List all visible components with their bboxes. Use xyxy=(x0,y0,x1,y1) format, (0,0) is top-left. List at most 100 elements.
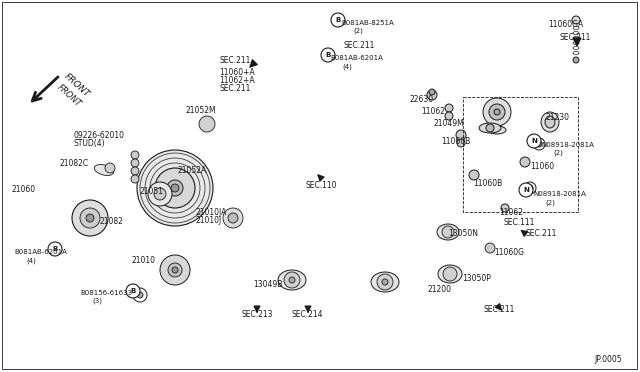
Circle shape xyxy=(131,151,139,159)
Circle shape xyxy=(524,182,536,194)
Circle shape xyxy=(154,188,166,200)
Text: FRONT: FRONT xyxy=(55,83,83,109)
Text: N: N xyxy=(523,187,529,193)
Circle shape xyxy=(160,255,190,285)
Text: (2): (2) xyxy=(353,28,363,35)
Circle shape xyxy=(533,138,545,150)
Ellipse shape xyxy=(545,116,555,128)
Polygon shape xyxy=(58,173,97,227)
Text: JP.0005: JP.0005 xyxy=(594,355,621,364)
Polygon shape xyxy=(257,192,348,240)
Text: SEC.211: SEC.211 xyxy=(525,229,556,238)
Ellipse shape xyxy=(94,164,114,176)
Text: N08918-2081A: N08918-2081A xyxy=(541,142,594,148)
Circle shape xyxy=(48,242,62,256)
Text: SEC.111: SEC.111 xyxy=(503,218,534,227)
Text: 09226-62010: 09226-62010 xyxy=(73,131,124,140)
Text: N: N xyxy=(531,138,537,144)
Polygon shape xyxy=(35,208,94,230)
Text: 11060: 11060 xyxy=(530,162,554,171)
Polygon shape xyxy=(83,209,122,263)
Ellipse shape xyxy=(479,123,501,133)
Circle shape xyxy=(172,267,178,273)
Polygon shape xyxy=(476,92,518,140)
Circle shape xyxy=(486,124,494,132)
Text: SEC.211: SEC.211 xyxy=(219,84,250,93)
Circle shape xyxy=(228,213,238,223)
Text: (2): (2) xyxy=(553,150,563,157)
Text: B081AB-8251A: B081AB-8251A xyxy=(341,20,394,26)
Circle shape xyxy=(72,200,108,236)
Text: 21010J: 21010J xyxy=(196,216,222,225)
Polygon shape xyxy=(230,150,315,202)
Text: FRONT: FRONT xyxy=(62,72,91,99)
Circle shape xyxy=(223,208,243,228)
Text: 11062: 11062 xyxy=(499,208,523,217)
Circle shape xyxy=(469,170,479,180)
Circle shape xyxy=(382,279,388,285)
Polygon shape xyxy=(147,242,203,292)
Circle shape xyxy=(536,141,542,147)
Circle shape xyxy=(443,267,457,281)
Circle shape xyxy=(377,274,393,290)
Text: 21052M: 21052M xyxy=(186,106,216,115)
Circle shape xyxy=(199,116,215,132)
Circle shape xyxy=(572,16,580,24)
Circle shape xyxy=(445,104,453,112)
Circle shape xyxy=(483,98,511,126)
Circle shape xyxy=(131,167,139,175)
Ellipse shape xyxy=(278,270,306,290)
Text: B08156-61633: B08156-61633 xyxy=(80,290,132,296)
Text: SEC.211: SEC.211 xyxy=(343,41,374,50)
Ellipse shape xyxy=(488,126,506,134)
Polygon shape xyxy=(190,110,224,138)
Circle shape xyxy=(494,109,500,115)
Circle shape xyxy=(520,157,530,167)
Text: 11060G: 11060G xyxy=(494,248,524,257)
Ellipse shape xyxy=(438,265,462,283)
Circle shape xyxy=(168,263,182,277)
Text: 11060B: 11060B xyxy=(473,179,502,188)
Circle shape xyxy=(126,284,140,298)
Circle shape xyxy=(331,13,345,27)
Text: 21082C: 21082C xyxy=(59,159,88,168)
Ellipse shape xyxy=(541,112,559,132)
Text: (2): (2) xyxy=(545,199,555,205)
Ellipse shape xyxy=(371,272,399,292)
Circle shape xyxy=(137,150,213,226)
Circle shape xyxy=(131,175,139,183)
Circle shape xyxy=(445,112,453,120)
Text: 11060+A: 11060+A xyxy=(219,68,255,77)
Circle shape xyxy=(171,184,179,192)
Ellipse shape xyxy=(437,224,459,240)
Polygon shape xyxy=(67,216,101,268)
Text: 21010: 21010 xyxy=(131,256,155,265)
Circle shape xyxy=(105,163,115,173)
Circle shape xyxy=(489,104,505,120)
Text: 21049M: 21049M xyxy=(433,119,464,128)
Text: 21010JA: 21010JA xyxy=(196,208,227,217)
Circle shape xyxy=(137,292,143,298)
Polygon shape xyxy=(532,105,568,138)
Text: 11062: 11062 xyxy=(421,107,445,116)
Circle shape xyxy=(527,134,541,148)
Text: B: B xyxy=(131,288,136,294)
Text: 21082: 21082 xyxy=(100,217,124,226)
Circle shape xyxy=(501,204,509,212)
Text: SEC.211: SEC.211 xyxy=(559,33,590,42)
Circle shape xyxy=(429,89,435,95)
Text: STUD(4): STUD(4) xyxy=(73,139,104,148)
Circle shape xyxy=(133,288,147,302)
Circle shape xyxy=(457,139,465,147)
Text: N08918-2081A: N08918-2081A xyxy=(533,191,586,197)
Text: 21200: 21200 xyxy=(428,285,452,294)
Circle shape xyxy=(573,57,579,63)
Circle shape xyxy=(519,183,533,197)
Circle shape xyxy=(284,272,300,288)
Text: 21060: 21060 xyxy=(12,185,36,194)
Text: 21230: 21230 xyxy=(545,113,569,122)
Text: 11062+A: 11062+A xyxy=(219,76,255,85)
Circle shape xyxy=(155,168,195,208)
Text: B081AB-6201A: B081AB-6201A xyxy=(330,55,383,61)
Text: 22630: 22630 xyxy=(410,95,434,104)
